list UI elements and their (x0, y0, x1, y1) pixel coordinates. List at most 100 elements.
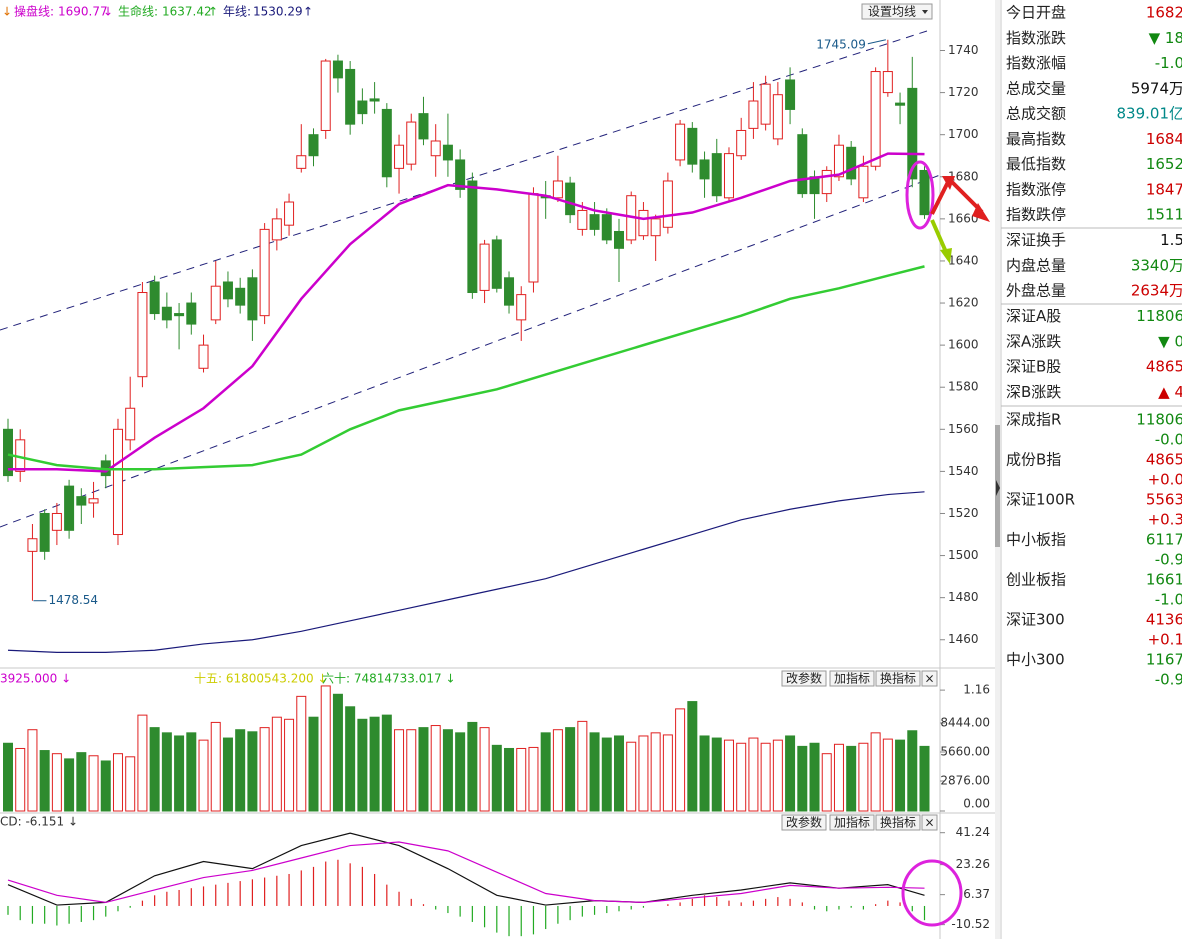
candle-body (112, 428, 123, 536)
candle-body (491, 239, 502, 289)
candle-body (320, 60, 331, 131)
candle-body (125, 407, 136, 441)
candle-body (589, 214, 600, 230)
volume-bar (174, 735, 185, 812)
candle-body (687, 127, 698, 165)
panel-button[interactable] (875, 814, 921, 831)
volume-bar (638, 735, 649, 812)
volume-bar (821, 753, 832, 812)
volume-bar (222, 737, 233, 812)
candle-body (3, 428, 13, 477)
info-label: 内盘总量 (1006, 256, 1066, 274)
info-label: 深证换手 (1006, 231, 1066, 249)
info-label: 总成交额 (1006, 105, 1066, 123)
y-tick-label: 1620 (948, 296, 979, 310)
volume-bar (320, 685, 331, 812)
volume-bar (406, 729, 417, 812)
volume-bar (601, 737, 612, 812)
index-change: -0.9 (1155, 551, 1182, 569)
volume-bar (479, 727, 490, 812)
info-value: 1682 (1146, 4, 1182, 22)
volume-bar (369, 716, 380, 812)
panel-button[interactable] (829, 670, 875, 687)
candle-body (748, 100, 759, 129)
volume-bar (467, 721, 478, 812)
candle-body (406, 121, 417, 165)
panel-button[interactable] (781, 814, 827, 831)
index-change: +0.3 (1148, 511, 1182, 529)
panel-button[interactable] (875, 670, 921, 687)
volume-bar (797, 745, 808, 812)
volume-bar (785, 735, 796, 812)
volume-bar (332, 693, 343, 812)
info-label: 总成交量 (1006, 79, 1066, 97)
candle-body (161, 306, 172, 321)
volume-bar (394, 729, 405, 812)
info-label: 深证A股 (1006, 307, 1061, 325)
index-value: 1661 (1146, 571, 1182, 589)
y-tick-label: 1740 (948, 43, 979, 57)
volume-bar (565, 727, 576, 812)
candle-body (137, 292, 148, 378)
info-value: ▲ 4 (1158, 383, 1182, 401)
panel-button[interactable] (921, 670, 938, 687)
panel-button[interactable] (829, 814, 875, 831)
volume-bar (772, 739, 783, 812)
volume-bar (100, 760, 111, 812)
arrow-down-alt (930, 219, 948, 253)
y-tick-label: 6.37 (963, 887, 990, 901)
candle-body (895, 102, 906, 106)
info-label: 最高指数 (1006, 130, 1066, 148)
y-tick-label: 23.26 (956, 857, 990, 871)
y-tick-label: 1580 (948, 380, 979, 394)
arrowhead (940, 248, 952, 264)
y-tick-label: 1720 (948, 85, 979, 99)
info-value: 11806 (1136, 307, 1182, 325)
volume-bar (662, 734, 673, 812)
info-label: 最低指数 (1006, 155, 1066, 173)
index-label: 深证300 (1006, 611, 1065, 629)
candle-body (394, 144, 405, 169)
candle-body (736, 129, 747, 157)
line-3 (7, 491, 925, 653)
volume-bar (210, 721, 221, 812)
legend-label: 操盘线: (14, 4, 54, 19)
info-value: 2634万 (1131, 282, 1182, 300)
candle-body (662, 180, 673, 228)
y-tick-label: 5660.00 (940, 745, 990, 759)
candle-body (723, 153, 734, 199)
info-label: 指数涨幅 (1006, 54, 1066, 72)
panel-button[interactable] (781, 670, 827, 687)
volume-bar (15, 747, 26, 812)
volume-bar (675, 708, 686, 812)
volume-bar (833, 743, 844, 812)
index-label: 创业板指 (1006, 571, 1066, 589)
volume-bar (284, 718, 295, 812)
index-label: 深成指R (1006, 411, 1061, 429)
panel-button-label: 换指标 (880, 815, 916, 830)
index-change: +0.0 (1148, 471, 1182, 489)
candle-body (186, 302, 197, 325)
ma-button[interactable] (861, 3, 933, 20)
candle-body (552, 180, 563, 199)
candle-body (418, 113, 429, 140)
arrowhead (972, 203, 990, 222)
panel-button-label: × (924, 816, 934, 830)
legend-lead-arrow: ↓ (2, 5, 12, 19)
info-value: ▼ 18 (1149, 29, 1182, 47)
volume-bar (858, 742, 869, 812)
panel-button[interactable] (921, 814, 938, 831)
candle-body (381, 108, 392, 178)
info-value: 1847 (1146, 180, 1182, 198)
candle-body (332, 60, 343, 79)
y-tick-label: 1480 (948, 590, 979, 604)
volume-bar (723, 739, 734, 812)
volume-bar (491, 744, 502, 812)
info-label: 深证B股 (1006, 358, 1061, 376)
collapse-arrow[interactable] (996, 480, 1000, 496)
candle-body (198, 344, 209, 369)
index-value: 4865 (1146, 451, 1182, 469)
legend-value: 1690.77 (58, 5, 108, 19)
index-label: 中小板指 (1006, 531, 1066, 549)
volume-bar (125, 756, 136, 812)
